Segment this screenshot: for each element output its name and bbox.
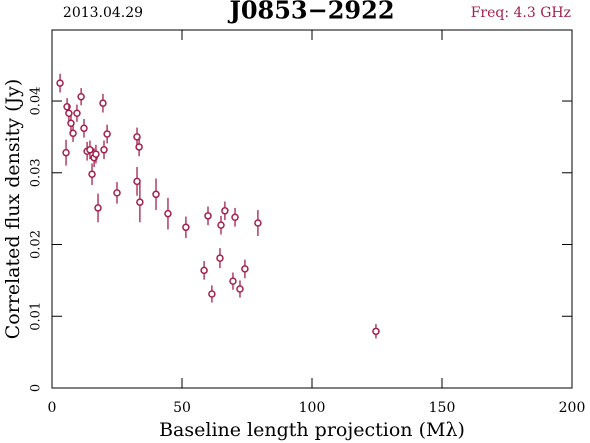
y-tick-label: 0.02 (29, 230, 44, 259)
data-point (135, 143, 143, 151)
data-point (86, 146, 94, 154)
date-label: 2013.04.29 (63, 5, 143, 21)
data-point (94, 204, 102, 212)
data-point (136, 198, 144, 206)
y-tick-label: 0 (29, 384, 44, 392)
frequency-label: Freq: 4.3 GHz (471, 5, 571, 21)
data-point (182, 223, 190, 232)
data-point (241, 265, 249, 273)
x-tick-label: 50 (173, 400, 191, 416)
y-axis-title: Correlated flux density (Jy) (2, 79, 24, 340)
data-point (254, 219, 262, 227)
data-point (217, 221, 225, 229)
data-point (204, 212, 212, 220)
data-point (103, 130, 111, 138)
data-point (100, 146, 108, 154)
x-tick-label: 100 (299, 400, 326, 416)
data-point (236, 285, 244, 293)
data-point (69, 129, 77, 138)
data-point (88, 170, 96, 178)
x-axis-title: Baseline length projection (Mλ) (159, 419, 465, 441)
data-point (73, 109, 81, 117)
x-tick-label: 150 (429, 400, 456, 416)
data-point (77, 92, 85, 101)
x-tick-label: 200 (559, 400, 586, 416)
y-tick-label: 0.04 (29, 87, 44, 116)
data-point (229, 277, 237, 285)
data-point (152, 190, 160, 199)
plot-frame (51, 29, 573, 389)
data-point (113, 189, 121, 197)
data-point (80, 124, 88, 133)
data-point (92, 150, 100, 158)
data-point (208, 290, 216, 298)
data-point (62, 148, 70, 157)
chart-title: J0853−2922 (227, 0, 394, 25)
data-point (231, 213, 239, 222)
x-tick-label: 0 (48, 400, 57, 416)
y-tick-label: 0.03 (29, 158, 44, 187)
y-tick-label: 0.01 (29, 302, 44, 331)
data-point (216, 254, 224, 262)
data-point (221, 207, 229, 215)
data-point (56, 79, 64, 87)
data-point (372, 327, 380, 336)
data-point (133, 177, 141, 186)
data-point (200, 266, 208, 275)
data-point (99, 99, 107, 107)
data-point (164, 209, 172, 218)
